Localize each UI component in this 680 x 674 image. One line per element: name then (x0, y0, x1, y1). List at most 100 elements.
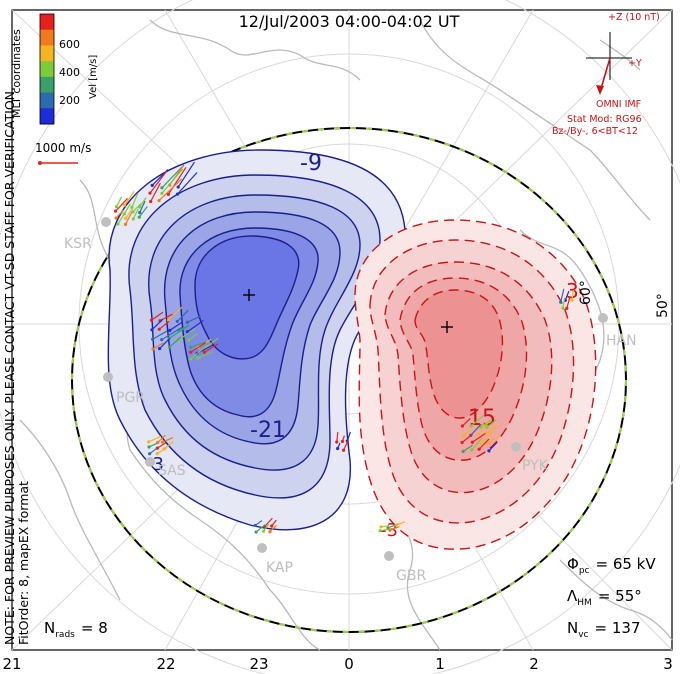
velocity-vector (389, 526, 400, 531)
velocity-vector (264, 517, 273, 527)
mlt-axis: 21 22 23 0 1 2 3 (2, 655, 672, 673)
velocity-vector (151, 318, 164, 331)
velocity-vector (190, 345, 207, 360)
velocity-vector (562, 297, 566, 309)
velocity-vector (187, 315, 202, 323)
velocity-vector (197, 351, 213, 359)
cross-polar-potential: Φpc = 65 kV (567, 555, 656, 576)
station-pyk-marker (511, 442, 521, 452)
mlt-tick-1: 1 (435, 655, 445, 673)
velocity-vector (167, 166, 187, 195)
velocity-vector (149, 170, 168, 194)
colorbar-tick-400: 400 (59, 66, 80, 79)
contour-label-neg-21: -21 (250, 418, 286, 443)
velocity-vector-origin (158, 346, 162, 351)
colorbar-tick-200: 200 (59, 94, 80, 107)
velocity-vectors (113, 161, 575, 534)
velocity-vector (461, 433, 473, 443)
velocity-vector-origin (187, 338, 191, 342)
station-kap-marker (257, 543, 267, 553)
velocity-vector-origin (130, 205, 134, 209)
velocity-vector-origin (113, 209, 118, 213)
velocity-vector-origin (157, 327, 161, 331)
velocity-vector (162, 436, 174, 443)
velocity-vector-origin (335, 440, 339, 444)
velocity-vector (159, 337, 171, 350)
velocity-vector (157, 442, 166, 449)
velocity-vector-origin (160, 440, 165, 444)
imf-y-label: +Y (628, 58, 642, 69)
lambda-symbol: Λ (567, 587, 578, 605)
mlt-tick-22: 22 (156, 655, 175, 673)
colorbar-segment (40, 45, 54, 62)
velocity-vector-origin (124, 216, 128, 221)
vector-count: Nvc = 137 (567, 619, 640, 640)
station-sas-marker (145, 457, 155, 467)
velocity-vector (190, 341, 207, 348)
velocity-vector-origin (340, 439, 345, 443)
velocity-vector-origin (166, 318, 171, 322)
velocity-vector-origin (394, 523, 398, 527)
station-kap-label: KAP (266, 560, 293, 576)
mlt-tick-23: 23 (249, 655, 268, 673)
fit-order-note: FitOrder: 8, mapEX format (16, 481, 31, 645)
nvc-subscript: vc (578, 630, 588, 640)
velocity-vector-origin (476, 432, 480, 436)
velocity-vector-origin (138, 211, 142, 215)
velocity-vector (158, 178, 183, 202)
velocity-vector-origin (147, 445, 151, 449)
velocity-vector-origin (485, 431, 489, 435)
velocity-vector-origin (149, 318, 154, 322)
velocity-vector-origin (460, 424, 465, 428)
velocity-vector-origin (148, 452, 152, 456)
velocity-vector-origin (479, 441, 483, 445)
velocity-vector (177, 327, 196, 341)
velocity-vector-origin (160, 186, 164, 190)
velocity-vector-origin (151, 347, 155, 351)
mlt-tick-21: 21 (2, 655, 21, 673)
velocity-vector (177, 161, 195, 188)
velocity-vector-origin (189, 345, 193, 349)
velocity-vector (486, 424, 499, 434)
velocity-vector (204, 343, 219, 353)
velocity-vector (138, 206, 148, 218)
velocity-vector (480, 430, 494, 444)
velocity-vector-origin (149, 199, 153, 204)
preview-note: NOTE: FOR PREVIEW PURPOSES ONLY. PLEASE … (2, 87, 17, 645)
negative-contour (194, 235, 300, 360)
velocity-vector (152, 342, 164, 350)
velocity-vector-origin (485, 442, 489, 446)
velocity-vector-origin (147, 440, 151, 444)
coordinate-system-label: MLT coordinates (10, 29, 23, 118)
velocity-vector-origin (114, 205, 119, 209)
velocity-vector-origin (565, 306, 569, 310)
velocity-vector (188, 333, 198, 341)
velocity-vector-origin (341, 448, 346, 452)
velocity-vector (190, 341, 207, 353)
velocity-vector (169, 321, 183, 331)
velocity-vector (470, 414, 485, 427)
velocity-vector (566, 297, 571, 309)
velocity-vector-origin (262, 529, 266, 533)
station-han-label: HAN (606, 333, 637, 349)
stat-model: Stat Mod: RG96 (567, 114, 642, 125)
velocity-vector (177, 172, 198, 195)
nrad-subscript: rads (55, 630, 75, 640)
velocity-vector (131, 193, 139, 208)
velocity-vector (161, 326, 183, 341)
velocity-vector-origin (123, 222, 128, 226)
lat-label-50: 50° (655, 293, 671, 318)
velocity-vector (480, 419, 492, 428)
vector-scale-arrow (38, 161, 78, 165)
velocity-vector (486, 435, 501, 445)
velocity-vector-origin (131, 217, 135, 221)
hm-boundary-latitude: ΛHM = 55° (567, 587, 642, 608)
velocity-vector-origin (485, 425, 489, 429)
station-ksr-label: KSR (64, 236, 92, 252)
velocity-vector-origin (160, 338, 164, 342)
velocity-vector-origin (388, 528, 392, 532)
velocity-vector-origin (253, 523, 257, 528)
velocity-vector (132, 203, 142, 213)
imf-source: OMNI IMF (596, 99, 641, 110)
